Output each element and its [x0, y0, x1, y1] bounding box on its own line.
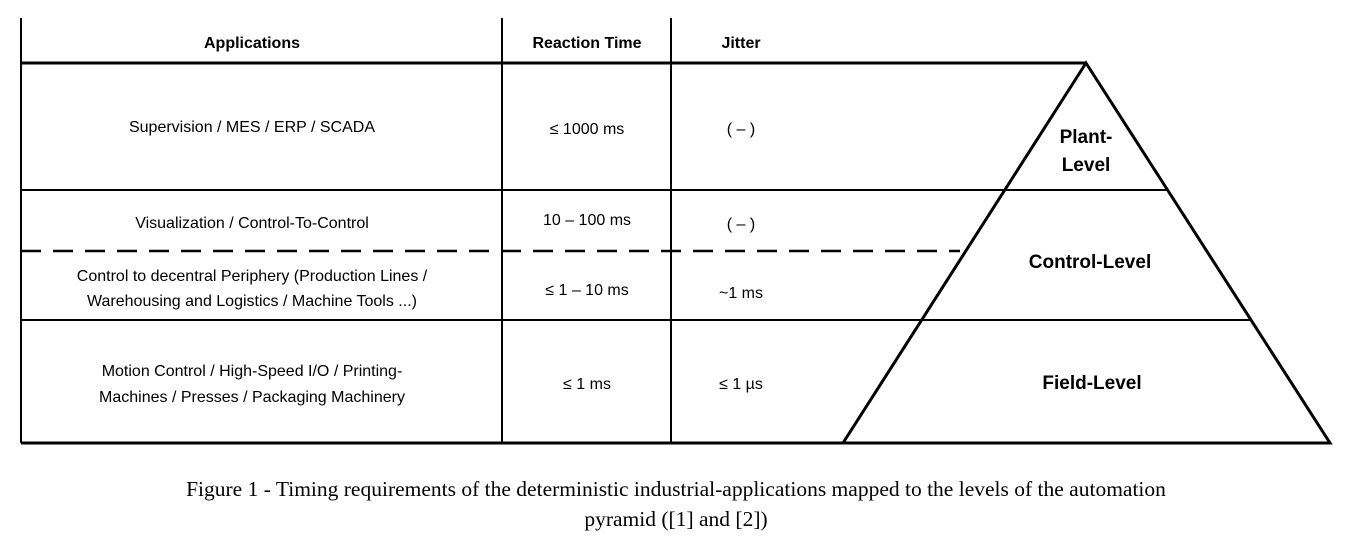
header-applications: Applications: [204, 35, 300, 52]
row-3-reaction-time: ≤ 1 – 10 ms: [545, 282, 628, 299]
plant-level-label-line-2: Level: [1062, 155, 1111, 176]
header-reaction-time: Reaction Time: [532, 35, 641, 52]
row-1-application: Supervision / MES / ERP / SCADA: [129, 119, 375, 136]
header-jitter: Jitter: [721, 35, 760, 52]
row-1-jitter: ( – ): [727, 121, 755, 138]
field-level-label: Field-Level: [1042, 373, 1141, 394]
row-2-jitter: ( – ): [727, 216, 755, 233]
row-3-jitter: ~1 ms: [719, 285, 763, 302]
caption-line-1: Figure 1 - Timing requirements of the de…: [186, 477, 1166, 501]
row-3-application-line-1: Control to decentral Periphery (Producti…: [77, 268, 428, 285]
row-4-reaction-time: ≤ 1 ms: [563, 376, 611, 393]
row-1-reaction-time: ≤ 1000 ms: [550, 121, 625, 138]
control-level-label: Control-Level: [1029, 252, 1151, 273]
row-2-application: Visualization / Control-To-Control: [135, 215, 369, 232]
row-4-jitter: ≤ 1 µs: [719, 376, 763, 393]
row-2-reaction-time: 10 – 100 ms: [543, 212, 631, 229]
row-4-application-line-2: Machines / Presses / Packaging Machinery: [99, 389, 405, 406]
automation-pyramid-figure: Applications Reaction Time Jitter Superv…: [20, 18, 1333, 445]
row-4-application-line-1: Motion Control / High-Speed I/O / Printi…: [102, 363, 403, 380]
automation-pyramid: [840, 60, 1333, 445]
plant-level-label-line-1: Plant-: [1060, 127, 1113, 148]
row-3-application-line-2: Warehousing and Logistics / Machine Tool…: [87, 293, 417, 310]
figure-caption: Figure 1 - Timing requirements of the de…: [0, 474, 1352, 534]
caption-line-2: pyramid ([1] and [2]): [584, 507, 768, 531]
